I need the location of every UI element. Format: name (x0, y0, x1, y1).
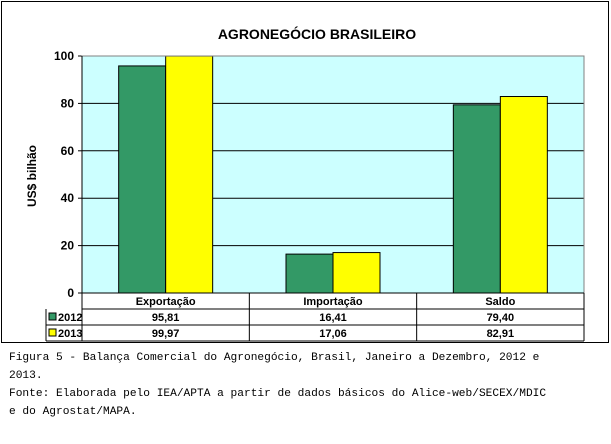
bar-2013 (499, 96, 548, 294)
plot-area: 0 20 40 60 80 100 (54, 49, 585, 300)
bar-chart: AGRONEGÓCIO BRASILEIRO US$ bilhão 0 20 40 6… (25, 25, 585, 342)
data-label: 99,97 (152, 328, 180, 340)
y-tick-label: 60 (61, 144, 75, 158)
caption-line-1: Figura 5 - Balança Comercial do Agronegó… (9, 352, 540, 364)
figure-caption: Figura 5 - Balança Comercial do Agronegó… (9, 349, 607, 421)
bar-2012 (118, 65, 167, 294)
y-tick-label: 0 (67, 286, 74, 300)
legend-label-2012: 2012 (58, 312, 82, 324)
y-tick-label: 20 (61, 239, 75, 253)
y-tick-label: 80 (61, 96, 75, 110)
chart-frame: AGRONEGÓCIO BRASILEIRO US$ bilhão 0 20 40 6… (1, 1, 609, 343)
caption-line-3: Fonte: Elaborada pelo IEA/APTA a partir … (9, 388, 547, 400)
data-table: Exportação Importação Saldo 2012 95,81 16,41 7… (45, 293, 585, 342)
caption-line-4: e do Agrostat/MAPA. (9, 406, 137, 418)
bar-2013 (165, 55, 214, 294)
x-tick-label: Exportação (136, 296, 196, 308)
y-axis-label: US$ bilhão (25, 145, 39, 207)
legend-label-2013: 2013 (58, 328, 82, 340)
data-label: 82,91 (487, 328, 515, 340)
bar-2013 (332, 252, 381, 294)
y-tick-label: 100 (54, 49, 74, 63)
y-tick-label: 40 (61, 191, 75, 205)
bar-2012 (452, 104, 501, 294)
x-tick-label: Saldo (485, 296, 515, 308)
legend-swatch-2013 (48, 328, 57, 337)
data-label: 16,41 (319, 312, 347, 324)
data-label: 95,81 (152, 312, 180, 324)
chart-title: AGRONEGÓCIO BRASILEIRO (218, 25, 416, 42)
caption-line-2: 2013. (9, 370, 43, 382)
bar-2012 (285, 253, 334, 294)
legend-swatch-2012 (48, 312, 57, 321)
data-label: 17,06 (319, 328, 347, 340)
x-tick-label: Importação (303, 296, 363, 308)
data-label: 79,40 (487, 312, 515, 324)
